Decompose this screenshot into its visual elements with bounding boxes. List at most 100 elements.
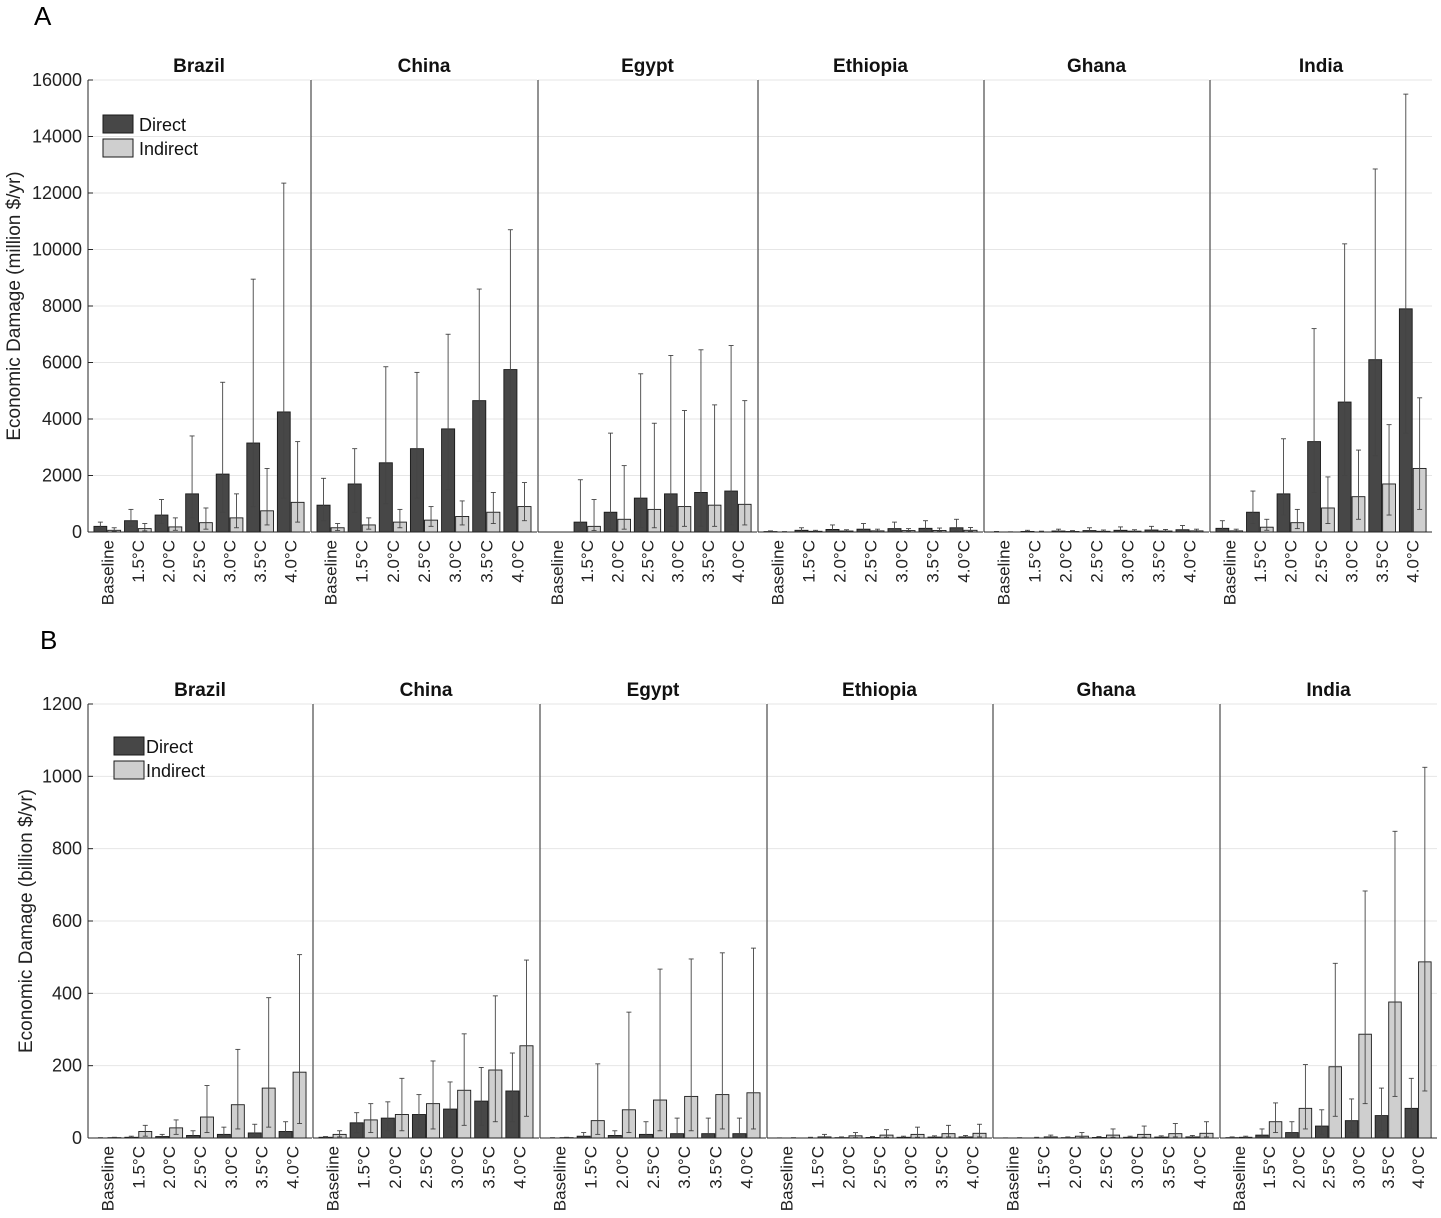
x-tick-label: 1.5°C	[129, 540, 148, 583]
x-tick-label: 2.0°C	[831, 540, 850, 583]
subplot-title: Brazil	[173, 56, 225, 77]
x-tick-label: 3.5°C	[933, 1146, 952, 1189]
x-tick-label: 1.5°C	[129, 1146, 148, 1189]
subplot-india: India Baseline 1.5°C 2.0°C 2.5°C 3.0°C 3.5°C 4.…	[1219, 680, 1437, 1211]
x-tick-label: 4.0°C	[955, 540, 974, 583]
x-tick-label: 3.5°C	[1159, 1146, 1178, 1189]
x-tick-label: 3.0°C	[221, 540, 240, 583]
subplot-title: Ghana	[1067, 56, 1127, 77]
subplot-title: Egypt	[627, 680, 680, 701]
x-tick-label: 1.5°C	[1035, 1146, 1054, 1189]
subplot-brazil: Brazil Baseline 1.5°C 2.0°C 2.5°C 3.0°C 3.5°C 4…	[87, 680, 312, 1211]
x-tick-label: 3.0°C	[1343, 540, 1362, 583]
x-tick-label: 2.5°C	[1312, 540, 1331, 583]
x-tick-label: 4.0°C	[737, 1146, 756, 1189]
x-tick-label: 2.0°C	[608, 540, 627, 583]
y-tick-label: 16000	[32, 70, 82, 90]
legend-swatch-indirect	[102, 138, 134, 158]
subplot-egypt: Egypt Baseline 1.5°C 2.0°C 2.5°C 3.0°C 3.5°C 4.…	[539, 680, 766, 1211]
x-tick-label: Baseline	[322, 540, 341, 605]
x-tick-label: 2.5°C	[862, 540, 881, 583]
x-tick-label: 1.5°C	[1026, 540, 1045, 583]
x-tick-label: 1.5°C	[355, 1146, 374, 1189]
x-tick-label: 1.5°C	[1251, 540, 1270, 583]
x-tick-label: 4.0°C	[284, 1146, 303, 1189]
x-tick-label: 3.5°C	[1379, 1146, 1398, 1189]
x-tick-label: 3.0°C	[675, 1146, 694, 1189]
panel-a: Economic Damage (million $/yr) 0 2000 4000 6…	[4, 56, 1432, 605]
x-tick-label: 3.5°C	[1150, 540, 1169, 583]
y-tick-label: 10000	[32, 240, 82, 260]
x-tick-label: 3.0°C	[1119, 540, 1138, 583]
x-tick-label: 3.5°C	[477, 540, 496, 583]
x-tick-label: 2.5°C	[190, 540, 209, 583]
x-tick-label: 4.0°C	[508, 540, 527, 583]
subplot-title: Ghana	[1076, 680, 1136, 701]
x-tick-label: 2.5°C	[871, 1146, 890, 1189]
x-tick-label: 1.5°C	[582, 1146, 601, 1189]
y-tick-label: 1000	[42, 766, 82, 786]
y-tick-label: 800	[52, 839, 82, 859]
y-tick-label: 6000	[42, 353, 82, 373]
x-tick-label: 3.5°C	[924, 540, 943, 583]
y-tick-label: 8000	[42, 296, 82, 316]
panel-a-label: A	[34, 1, 52, 31]
x-tick-label: 1.5°C	[578, 540, 597, 583]
legend-label-indirect: Indirect	[146, 761, 205, 781]
x-tick-label: 3.0°C	[669, 540, 688, 583]
x-tick-label: Baseline	[548, 540, 567, 605]
x-tick-label: 3.0°C	[1128, 1146, 1147, 1189]
x-tick-label: 2.5°C	[1088, 540, 1107, 583]
x-tick-label: 3.5°C	[479, 1146, 498, 1189]
y-tick-label: 4000	[42, 409, 82, 429]
subplot-ghana: Ghana Baseline 1.5°C 2.0°C 2.5°C 3.0°C 3.5°C 4.…	[992, 680, 1219, 1211]
x-tick-label: 3.0°C	[902, 1146, 921, 1189]
x-tick-label: 4.0°C	[1409, 1146, 1428, 1189]
legend-label-direct: Direct	[139, 115, 186, 135]
x-tick-label: 4.0°C	[510, 1146, 529, 1189]
subplot-brazil: Brazil Baseline 1.5°C 2.0°C 2.5°C 3.0°C 3.5°C 4…	[87, 56, 310, 605]
x-tick-label: 3.5°C	[699, 540, 718, 583]
subplot-ethiopia: Ethiopia Baseline 1.5°C 2.0°C 2.5°C 3.0°C 3.5°…	[757, 56, 983, 605]
x-tick-label: 2.5°C	[1097, 1146, 1116, 1189]
x-tick-label: 2.0°C	[159, 540, 178, 583]
x-tick-label: 3.5°C	[1373, 540, 1392, 583]
x-tick-label: Baseline	[1004, 1146, 1023, 1211]
x-tick-label: Baseline	[324, 1146, 343, 1211]
x-tick-label: Baseline	[778, 1146, 797, 1211]
x-tick-label: Baseline	[98, 1146, 117, 1211]
panel-b-label: B	[40, 625, 57, 655]
subplot-title: China	[400, 680, 453, 701]
x-tick-label: 2.0°C	[840, 1146, 859, 1189]
y-tick-label: 200	[52, 1056, 82, 1076]
x-tick-label: 2.5°C	[417, 1146, 436, 1189]
x-tick-label: 2.5°C	[1320, 1146, 1339, 1189]
y-tick-label: 14000	[32, 127, 82, 147]
x-tick-label: 2.5°C	[644, 1146, 663, 1189]
x-tick-label: Baseline	[995, 540, 1014, 605]
y-tick-label: 600	[52, 911, 82, 931]
x-tick-label: 3.0°C	[1349, 1146, 1368, 1189]
subplot-ghana: Ghana Baseline 1.5°C 2.0°C 2.5°C 3.0°C 3.5°C 4.…	[983, 56, 1209, 605]
x-tick-label: Baseline	[1220, 540, 1239, 605]
x-tick-label: 4.0°C	[1190, 1146, 1209, 1189]
x-tick-label: 2.0°C	[386, 1146, 405, 1189]
subplot-china: China Baseline 1.5°C 2.0°C 2.5°C 3.0°C 3.5°C 4.…	[312, 680, 539, 1211]
legend-swatch-direct	[113, 736, 145, 756]
x-tick-label: 1.5°C	[353, 540, 372, 583]
x-tick-label: 2.0°C	[160, 1146, 179, 1189]
x-tick-label: 1.5°C	[809, 1146, 828, 1189]
x-tick-label: Baseline	[1230, 1146, 1249, 1211]
subplot-title: China	[398, 56, 451, 77]
subplot-title: Ethiopia	[842, 680, 917, 701]
legend: Direct Indirect	[102, 114, 198, 159]
legend-label-direct: Direct	[146, 737, 193, 757]
y-tick-label: 12000	[32, 183, 82, 203]
x-tick-label: 3.0°C	[446, 540, 465, 583]
y-tick-label: 400	[52, 983, 82, 1003]
legend-label-indirect: Indirect	[139, 139, 198, 159]
subplot-india: India Baseline 1.5°C 2.0°C 2.5°C 3.0°C 3.5°C 4.…	[1209, 56, 1432, 605]
subplot-title: Brazil	[174, 680, 226, 701]
subplot-title: Ethiopia	[833, 56, 908, 77]
